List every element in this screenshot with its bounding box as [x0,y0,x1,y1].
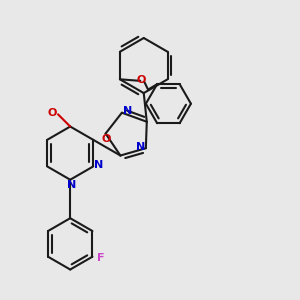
Text: O: O [101,134,111,144]
Text: N: N [136,142,145,152]
Text: N: N [123,106,132,116]
Text: N: N [94,160,104,170]
Text: O: O [136,75,146,85]
Text: O: O [48,108,57,118]
Text: N: N [67,180,76,190]
Text: F: F [97,253,104,263]
